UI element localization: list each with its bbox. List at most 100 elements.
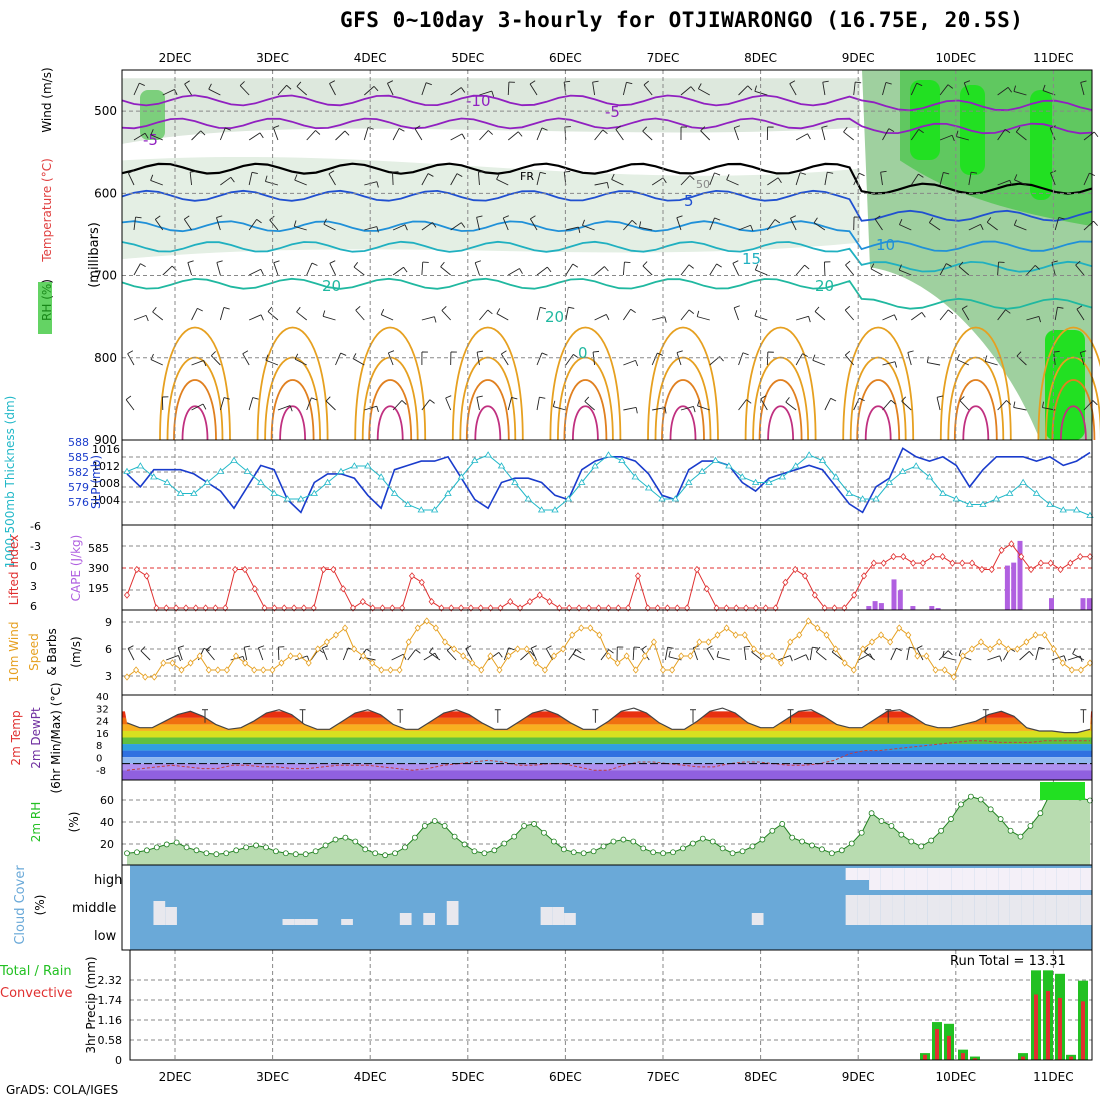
- y-tick-label: 800: [94, 351, 117, 365]
- wind-barb: [1053, 352, 1056, 366]
- contour-label: 50: [696, 178, 710, 191]
- wind-barb: [809, 647, 813, 661]
- wind-barb: [651, 177, 664, 186]
- wind-barb: [128, 173, 135, 186]
- data-point: [630, 838, 637, 845]
- wind-barb: [133, 314, 147, 321]
- wind-barb: [980, 224, 984, 230]
- cloud-bar: [552, 907, 565, 925]
- wind-barb: [657, 352, 664, 356]
- wind-barb: [611, 173, 615, 180]
- wind-barb: [733, 127, 739, 141]
- data-point: [323, 638, 330, 646]
- rh2m-panel: [122, 780, 1093, 865]
- wind-barb: [942, 656, 956, 661]
- wind-barb: [421, 82, 427, 96]
- wind-barb: [306, 397, 312, 411]
- wind-barb: [456, 173, 463, 177]
- wind-barb: [479, 90, 492, 96]
- wind-barb: [997, 261, 999, 276]
- data-point: [878, 631, 885, 639]
- wind-barb: [1028, 651, 1034, 657]
- precip-conv-bar: [1058, 997, 1062, 1060]
- data-point: [441, 822, 448, 829]
- data-point: [949, 559, 956, 567]
- data-point: [378, 666, 385, 674]
- wind-barb: [474, 262, 480, 276]
- wind-barb: [968, 223, 981, 231]
- cloud-unit-label: (%): [33, 895, 47, 916]
- thickness-label: 1000-500mb Thickness (dm): [3, 396, 17, 569]
- wind-barb: [296, 86, 308, 96]
- pressure-axis-label: (millibars): [87, 222, 102, 288]
- wind-barb: [432, 222, 437, 228]
- wind-barb: [939, 309, 949, 321]
- precip-conv-bar: [961, 1053, 965, 1060]
- data-point: [564, 495, 573, 502]
- wind-barb: [688, 264, 694, 269]
- x-date-label-bottom: 4DEC: [354, 1070, 387, 1084]
- wind-barb: [230, 177, 235, 183]
- cloud-bar: [869, 895, 881, 925]
- wind-barb: [918, 173, 924, 178]
- wind-barb: [812, 354, 816, 361]
- data-point: [644, 484, 653, 491]
- data-point: [143, 847, 150, 854]
- wind-barb: [216, 260, 223, 263]
- isotherm-warm: [669, 405, 697, 441]
- cape-bar: [872, 601, 878, 610]
- contour-label: -10: [466, 92, 491, 110]
- isotherm-warm: [661, 379, 705, 441]
- wind-barb: [421, 222, 433, 231]
- wind-barb: [335, 130, 346, 141]
- wind-barb: [956, 136, 969, 141]
- data-point: [123, 673, 131, 681]
- wind-barb: [1058, 217, 1065, 220]
- wind-barb: [381, 314, 394, 321]
- cloud-bar-high: [880, 868, 893, 890]
- wind-barb: [643, 80, 649, 86]
- wind-barb: [1080, 80, 1087, 83]
- data-point: [739, 848, 746, 855]
- y-tick-label: 1004: [92, 494, 120, 507]
- wind-barb: [429, 652, 441, 661]
- data-point: [899, 467, 907, 474]
- wind-barb: [407, 649, 416, 661]
- wind-barb: [1051, 260, 1058, 263]
- wind-barb: [536, 307, 541, 321]
- wind-barb: [273, 125, 280, 129]
- wind-barb: [582, 219, 585, 226]
- wind-barb: [434, 652, 439, 659]
- data-point: [123, 591, 131, 599]
- data-point: [526, 597, 533, 606]
- wind-barb: [968, 172, 972, 186]
- wind-barb: [187, 260, 194, 263]
- data-point: [872, 495, 880, 502]
- precip-conv-bar: [1081, 1001, 1085, 1060]
- data-point: [818, 456, 827, 463]
- isotherm-warm: [1060, 405, 1087, 441]
- data-point: [560, 846, 567, 853]
- data-point: [900, 553, 907, 561]
- wind-barb: [321, 647, 328, 661]
- wind-barb: [529, 218, 538, 231]
- wind-barb: [1005, 309, 1011, 314]
- wind-barb: [546, 645, 552, 650]
- precip-conv-bar: [935, 1028, 939, 1060]
- wind-barb: [256, 219, 262, 224]
- wind-barb: [273, 127, 279, 141]
- wind-barb: [1014, 224, 1027, 231]
- wind-barb: [265, 359, 279, 366]
- wind-barb: [248, 397, 254, 411]
- data-point: [939, 553, 946, 561]
- wind-barb: [921, 312, 926, 318]
- data-point: [858, 495, 867, 502]
- wind-barb: [584, 396, 590, 402]
- wind-barb: [461, 133, 466, 140]
- data-point: [769, 652, 776, 660]
- wind-barb: [211, 351, 216, 356]
- wind-barb: [716, 263, 722, 268]
- cloud-bar: [904, 895, 917, 925]
- wind-barb: [882, 399, 892, 411]
- data-point: [404, 500, 412, 507]
